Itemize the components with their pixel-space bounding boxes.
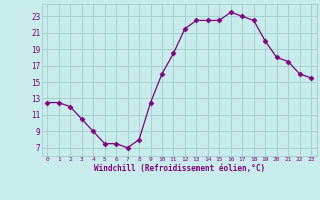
X-axis label: Windchill (Refroidissement éolien,°C): Windchill (Refroidissement éolien,°C) (94, 164, 265, 173)
